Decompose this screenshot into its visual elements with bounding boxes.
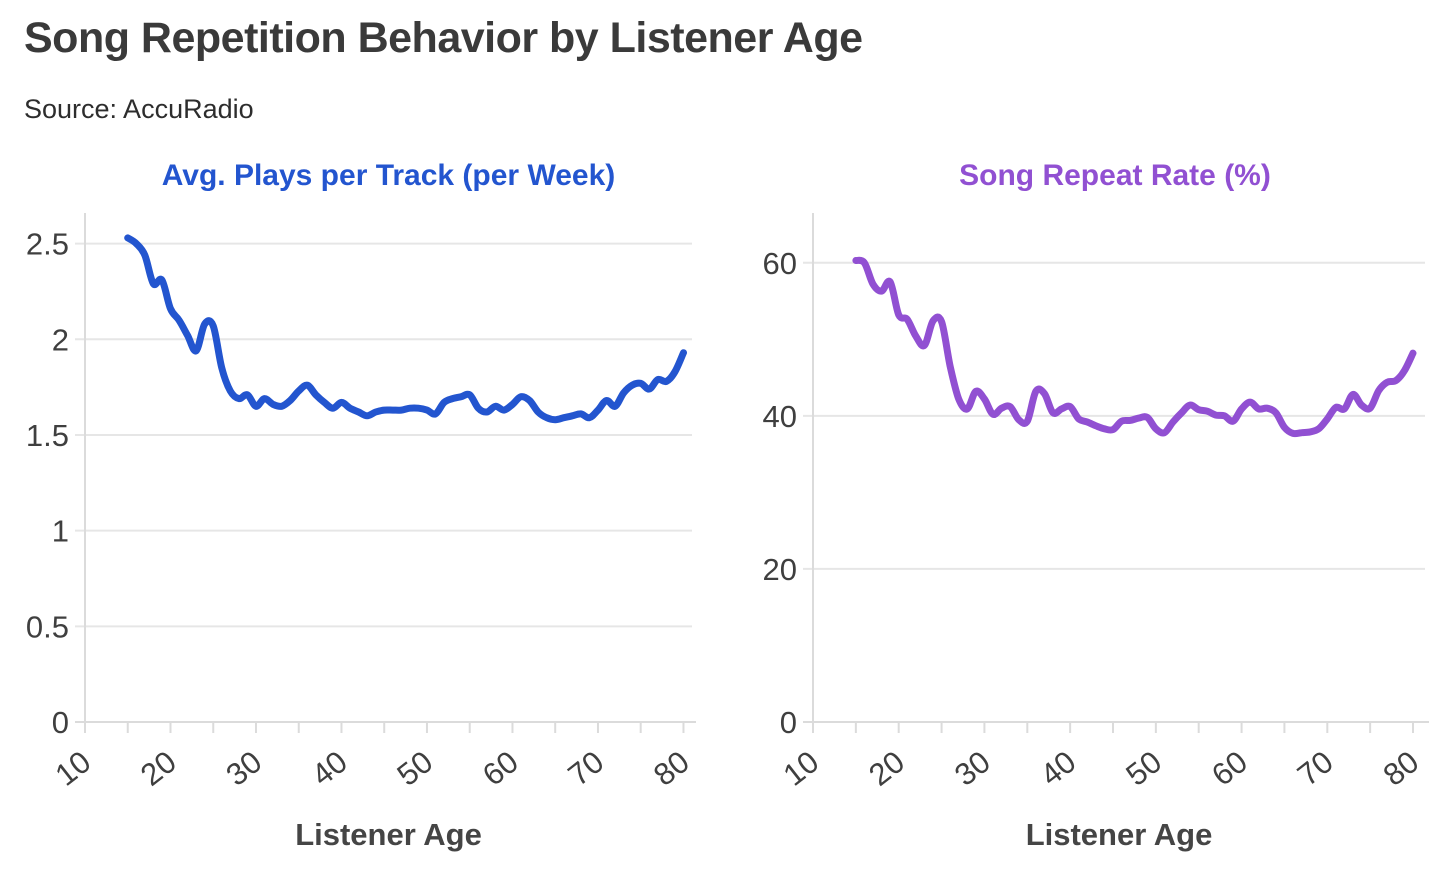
data-line [124,234,687,424]
right-chart-plot: 0 20 40 60 10 20 30 40 50 60 70 80 Listener Age [763,213,1429,852]
page-title: Song Repetition Behavior by Listener Age [24,14,863,62]
x-tick-label: 80 [647,744,696,793]
y-tick-label: 60 [763,246,797,281]
y-tick-label: 40 [763,399,797,434]
x-tick-label: 20 [862,744,911,793]
x-tick-label: 40 [1034,744,1083,793]
left-chart-plot: 0 0.5 1 1.5 2 2.5 10 20 30 40 50 60 70 80 Listener Age [26,213,696,852]
x-tick-label: 50 [1119,744,1168,793]
data-line [852,256,1417,438]
x-axis-title: Listener Age [295,817,482,852]
x-tick-label: 30 [948,744,997,793]
y-tick-label: 1.5 [26,418,69,453]
y-tick-label: 20 [763,552,797,587]
x-tick-label: 20 [134,744,183,793]
x-tick-label: 60 [1205,744,1254,793]
x-tick-label: 10 [49,744,98,793]
source-label: Source: AccuRadio [24,94,254,124]
left-chart-title: Avg. Plays per Track (per Week) [161,159,616,192]
x-tick-label: 50 [391,744,440,793]
x-tick-label: 40 [305,744,354,793]
y-tick-label: 2.5 [26,227,69,262]
x-tick-label: 10 [777,744,826,793]
y-tick-label: 0 [780,705,797,740]
x-tick-label: 80 [1377,744,1426,793]
x-tick-label: 30 [220,744,269,793]
y-tick-label: 2 [52,322,69,357]
y-tick-label: 0 [52,705,69,740]
x-tick-label: 70 [1291,744,1340,793]
right-chart-title: Song Repeat Rate (%) [959,159,1271,192]
x-tick-label: 60 [476,744,525,793]
x-axis-title: Listener Age [1026,817,1213,852]
y-tick-label: 0.5 [26,609,69,644]
x-tick-label: 70 [562,744,611,793]
y-tick-label: 1 [52,514,69,549]
